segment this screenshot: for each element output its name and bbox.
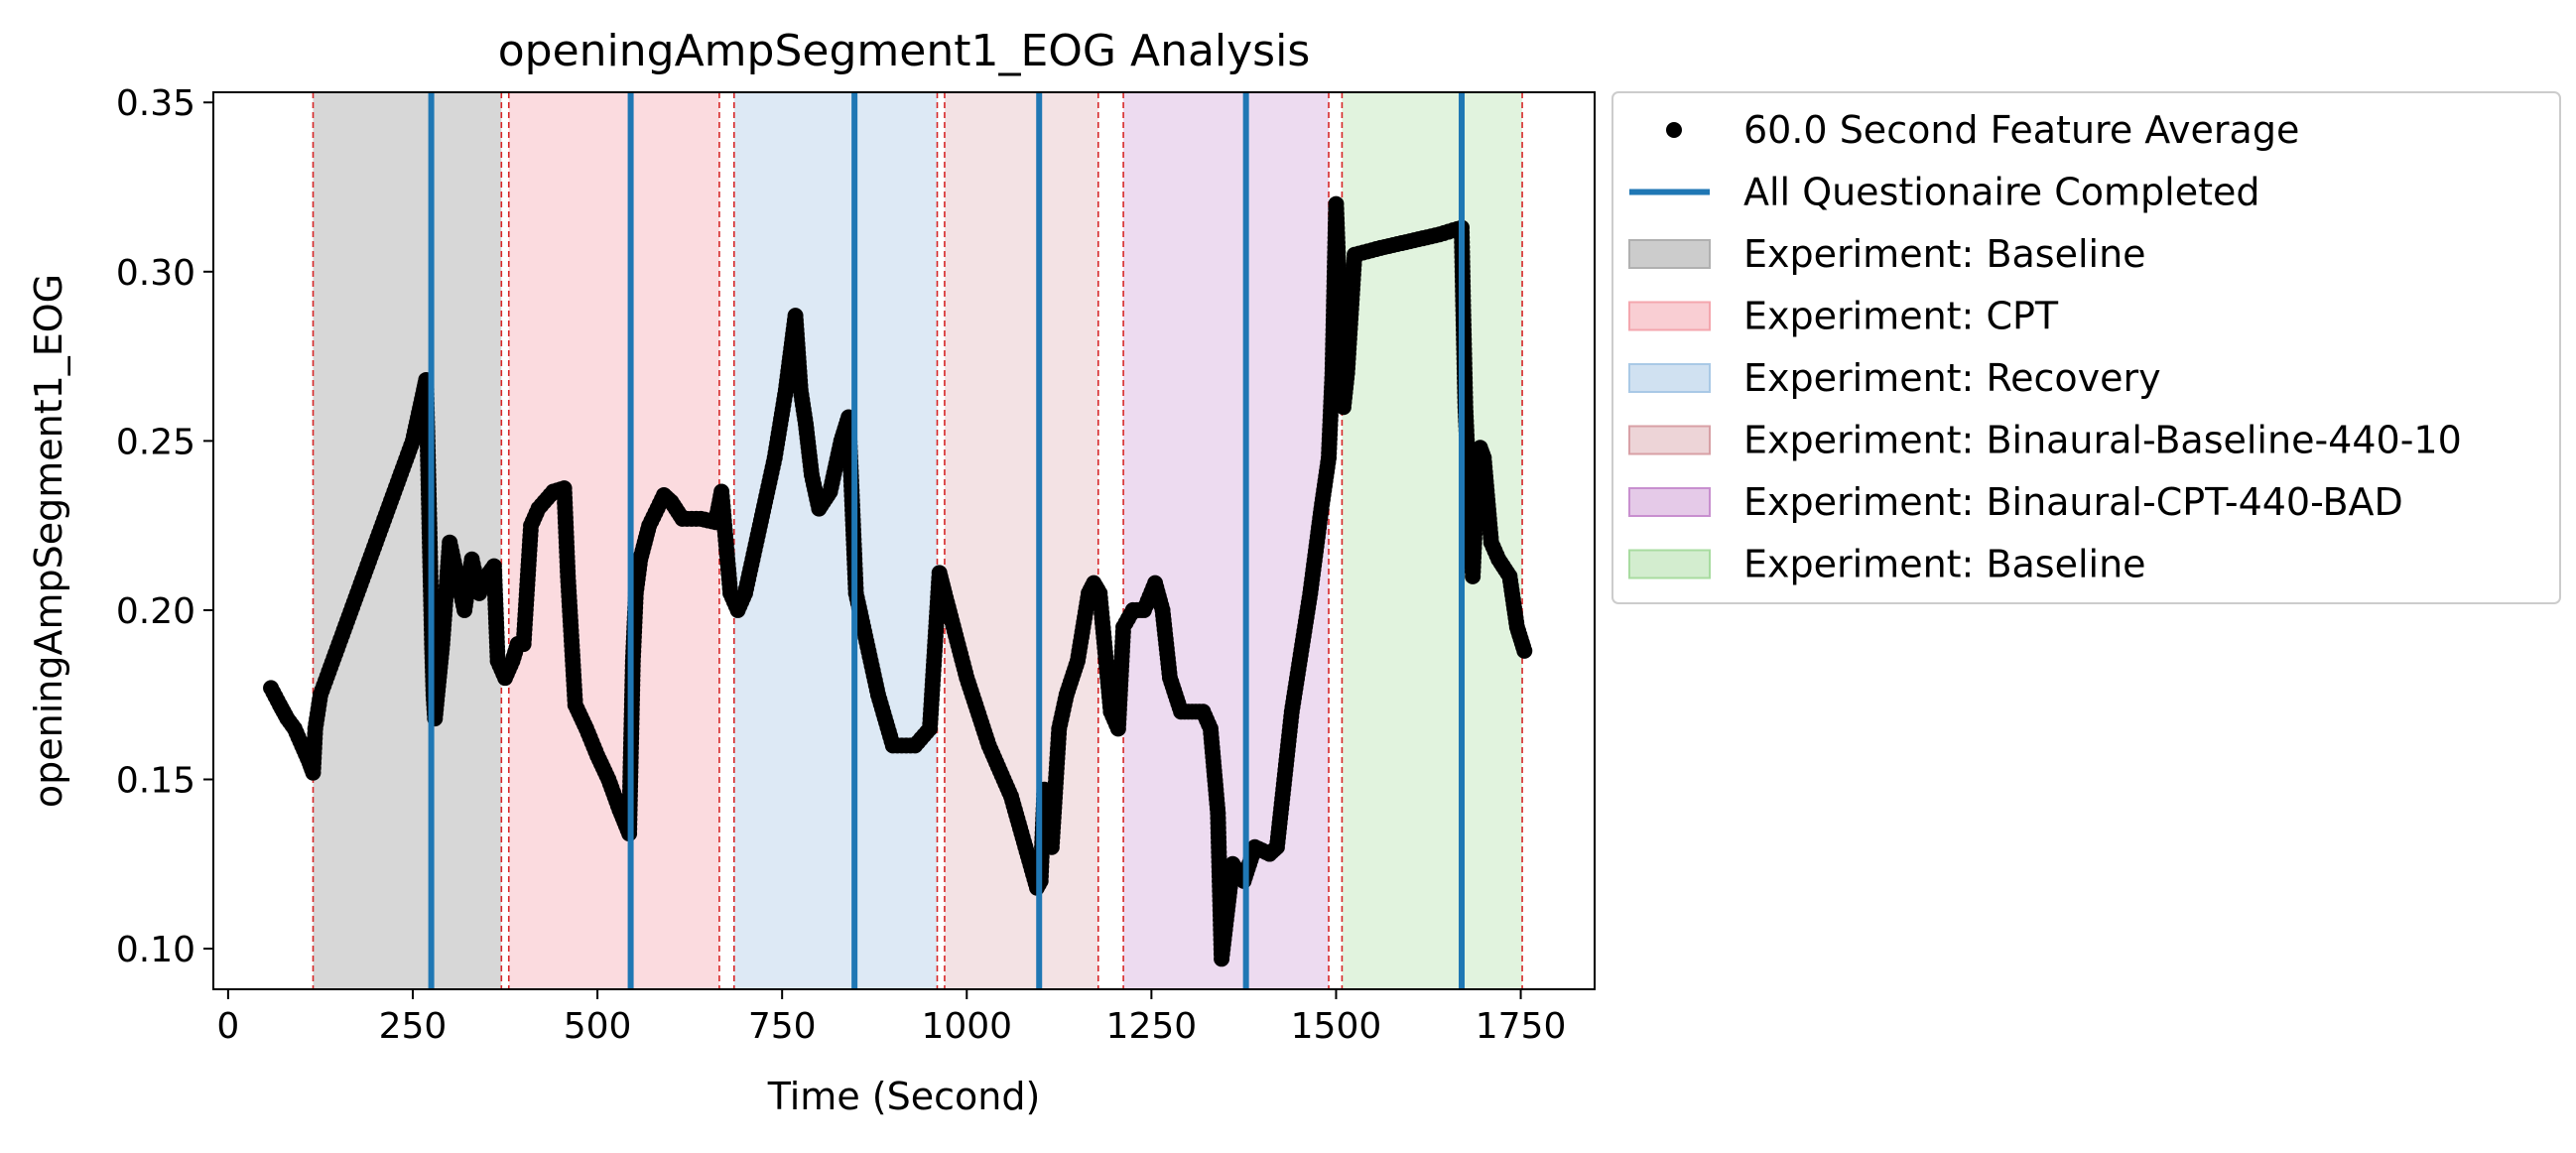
experiment-band-0	[313, 92, 502, 989]
legend-box	[1611, 91, 2561, 604]
experiment-band-2	[733, 92, 938, 989]
feature-point-1484	[1516, 642, 1533, 659]
x-tick-label-4: 1000	[921, 1006, 1012, 1047]
legend-swatch-7	[1628, 549, 1711, 579]
legend-swatch-5	[1628, 425, 1711, 455]
legend-label-6: Experiment: Binaural-CPT-440-BAD	[1743, 480, 2403, 524]
x-tick-label-0: 0	[216, 1006, 239, 1047]
legend-label-1: All Questionaire Completed	[1743, 171, 2260, 214]
x-axis-label: Time (Second)	[767, 1075, 1041, 1118]
y-tick-label-1: 0.15	[116, 760, 195, 801]
legend-swatch-6	[1628, 487, 1711, 517]
x-tick-label-7: 1750	[1476, 1006, 1567, 1047]
y-tick-label-0: 0.10	[116, 930, 195, 970]
legend-label-7: Experiment: Baseline	[1743, 543, 2146, 586]
plot-frame	[212, 91, 1596, 990]
legend: 60.0 Second Feature Average All Questiona…	[1611, 91, 2561, 604]
x-axis-ticks: 0 250 500 750 1000 1250 1500 1750	[216, 989, 1566, 1047]
legend-label-4: Experiment: Recovery	[1743, 356, 2161, 400]
chart-title: openingAmpSegment1_EOG Analysis	[498, 26, 1311, 76]
y-axis-ticks: 0.10 0.15 0.20 0.25 0.30 0.35	[116, 83, 213, 970]
x-tick-label-5: 1250	[1106, 1006, 1198, 1047]
y-tick-label-2: 0.20	[116, 591, 195, 632]
legend-marker-feature-average	[1666, 122, 1682, 138]
legend-swatch-3	[1628, 301, 1711, 331]
legend-label-5: Experiment: Binaural-Baseline-440-10	[1743, 419, 2462, 462]
questionnaire-lines	[428, 92, 1466, 989]
legend-label-0: 60.0 Second Feature Average	[1743, 108, 2299, 152]
legend-label-3: Experiment: CPT	[1743, 295, 2059, 338]
legend-swatch-4	[1628, 363, 1711, 393]
x-tick-label-1: 250	[379, 1006, 448, 1047]
legend-label-2: Experiment: Baseline	[1743, 232, 2146, 276]
x-tick-label-6: 1500	[1291, 1006, 1382, 1047]
y-tick-label-3: 0.25	[116, 422, 195, 462]
legend-swatch-2	[1628, 239, 1711, 269]
x-tick-label-3: 750	[748, 1006, 817, 1047]
x-tick-label-2: 500	[564, 1006, 632, 1047]
y-tick-label-5: 0.35	[116, 83, 195, 124]
y-tick-label-4: 0.30	[116, 253, 195, 294]
y-axis-label: openingAmpSegment1_EOG	[27, 274, 70, 808]
experiment-band-1	[508, 92, 719, 989]
